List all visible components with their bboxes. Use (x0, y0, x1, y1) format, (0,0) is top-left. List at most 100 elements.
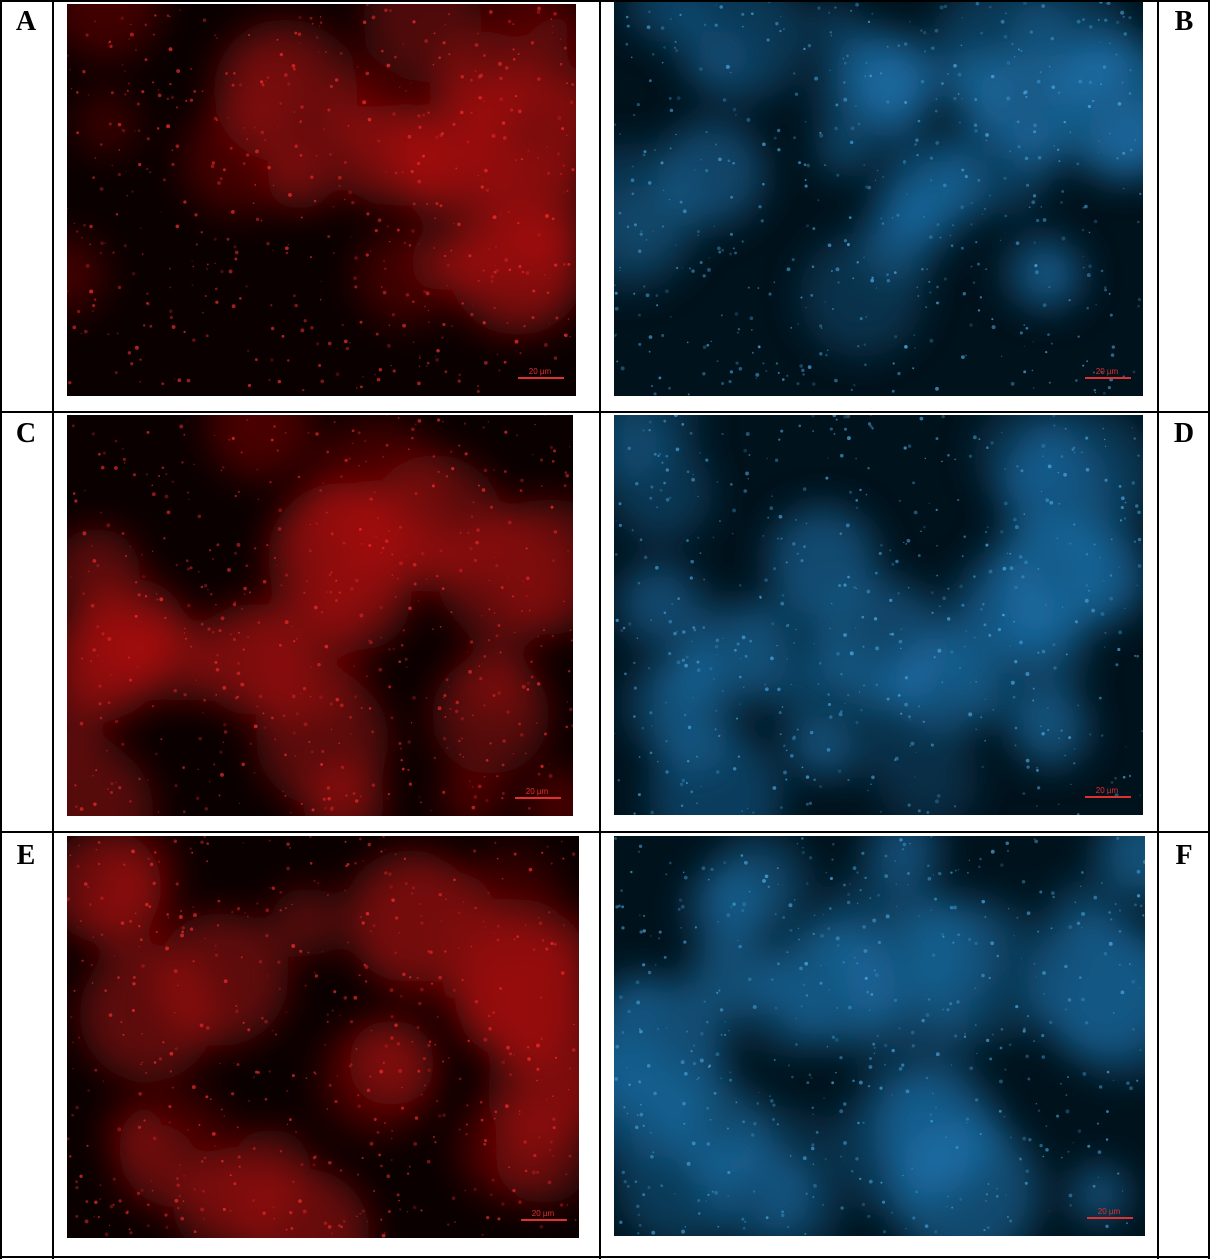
cell (310, 862, 313, 865)
cell (891, 1094, 893, 1096)
cell (1136, 655, 1139, 658)
cell (678, 908, 681, 911)
cell (1104, 632, 1106, 634)
cell (501, 586, 504, 589)
cell (773, 786, 777, 790)
cell (118, 786, 121, 789)
cell (827, 748, 831, 752)
cell (128, 351, 131, 354)
cell (453, 223, 454, 224)
cell (1134, 655, 1136, 657)
cell (1086, 553, 1089, 556)
cell (333, 990, 336, 993)
cell (932, 953, 936, 957)
cell (481, 1119, 484, 1122)
cell (816, 1131, 819, 1134)
cell (383, 291, 387, 295)
cell (368, 118, 372, 122)
cell (714, 1191, 718, 1195)
cell (167, 98, 169, 100)
cell (93, 937, 94, 938)
cell (500, 651, 502, 653)
cell (215, 661, 218, 664)
cell (653, 1092, 657, 1096)
cell (1052, 643, 1055, 646)
cell (299, 121, 302, 124)
cell (196, 243, 198, 245)
cell (639, 845, 642, 848)
cell (435, 136, 439, 140)
cell (1041, 444, 1045, 448)
cell (691, 640, 693, 642)
cell (272, 1030, 274, 1032)
cell (1033, 194, 1036, 197)
cell (348, 458, 350, 460)
cell (500, 214, 501, 215)
cell (628, 447, 631, 450)
cell (274, 738, 276, 740)
cell (547, 172, 550, 175)
cell (1126, 1222, 1128, 1224)
cell (1081, 871, 1084, 874)
cell (772, 1118, 775, 1121)
cell (983, 1229, 985, 1231)
cell (315, 974, 318, 977)
cell (118, 173, 121, 176)
cell (974, 98, 977, 101)
cell (230, 1174, 232, 1176)
cell (1118, 102, 1122, 106)
cell (974, 124, 977, 127)
cell (746, 432, 750, 436)
cell (355, 1048, 357, 1050)
cell (176, 69, 180, 73)
cell (351, 201, 354, 204)
cell (1024, 561, 1028, 565)
cell (864, 343, 867, 346)
cell (253, 1147, 256, 1150)
cell (399, 1208, 401, 1210)
cell (936, 1052, 940, 1056)
cell (793, 136, 796, 139)
cell (473, 849, 476, 852)
cell (648, 11, 650, 13)
cell (1045, 498, 1049, 502)
cell (626, 16, 629, 19)
cell (894, 999, 897, 1002)
cell (153, 34, 155, 36)
cell (662, 62, 664, 64)
cell (185, 100, 187, 102)
cell (1109, 293, 1111, 295)
cell (915, 139, 918, 142)
cell (95, 157, 96, 158)
cell (427, 1044, 430, 1047)
cell (166, 124, 170, 128)
cell (869, 1057, 872, 1060)
cell (756, 1102, 759, 1105)
cell (934, 656, 936, 658)
cell (92, 982, 94, 984)
cell (729, 1079, 732, 1082)
cell (723, 861, 726, 864)
cell (637, 638, 638, 639)
cell (391, 1015, 394, 1018)
cell (149, 325, 152, 328)
cell (832, 843, 835, 846)
cell (893, 362, 895, 364)
cell (109, 41, 111, 43)
cell (432, 455, 435, 458)
cell (969, 323, 973, 327)
cell (152, 1190, 154, 1192)
cell (188, 499, 189, 500)
cell (320, 380, 324, 384)
cell (817, 6, 820, 9)
cell (743, 687, 744, 688)
cell (554, 530, 557, 533)
cell (303, 1209, 307, 1213)
cell (471, 946, 473, 948)
cell (390, 988, 394, 992)
cell (279, 909, 281, 911)
cell (426, 578, 428, 580)
cell (214, 263, 215, 264)
cell (377, 516, 380, 519)
cell (1042, 455, 1044, 457)
